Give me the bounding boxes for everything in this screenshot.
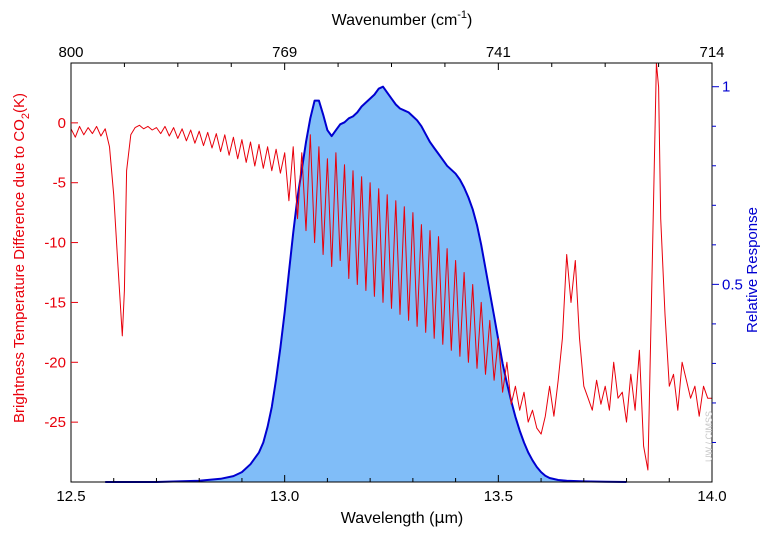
right-axis-title: Relative Response (744, 207, 760, 333)
right-tick-label: 0.5 (722, 276, 743, 293)
right-tick-label: 1 (722, 79, 730, 96)
top-tick-label: 741 (486, 44, 511, 61)
left-tick-label: -15 (44, 294, 66, 311)
top-tick-label: 714 (699, 44, 724, 61)
x-tick-label: 14.0 (697, 488, 726, 505)
left-tick-label: -20 (44, 354, 66, 371)
bottom-axis: 12.5 13.0 13.5 14.0 (56, 475, 727, 505)
top-axis: 800 769 741 714 (58, 44, 725, 70)
btd-line (70, 62, 712, 471)
x-tick-label: 13.0 (270, 488, 299, 505)
left-tick-label: -25 (44, 414, 66, 431)
btd-line-layer (70, 62, 712, 471)
top-axis-title: Wavenumber (cm-1) (332, 9, 473, 29)
left-tick-label: -10 (44, 235, 66, 252)
right-axis: 10.5 (712, 79, 743, 443)
left-tick-label: 0 (58, 115, 66, 132)
x-tick-label: 12.5 (56, 488, 85, 505)
top-tick-label: 800 (58, 44, 83, 61)
left-axis: 0 -5 -10 -15 -20 -25 (44, 115, 78, 431)
response-line (105, 85, 627, 483)
x-axis-title: Wavelength (μm) (341, 508, 464, 527)
top-tick-label: 769 (272, 44, 297, 61)
left-axis-title: Brightness Temperature Difference due to… (11, 93, 32, 423)
x-tick-label: 13.5 (484, 488, 513, 505)
left-tick-label: -5 (53, 175, 66, 192)
watermark: UW / CIMSS (704, 411, 714, 462)
response-line-layer (105, 85, 627, 483)
